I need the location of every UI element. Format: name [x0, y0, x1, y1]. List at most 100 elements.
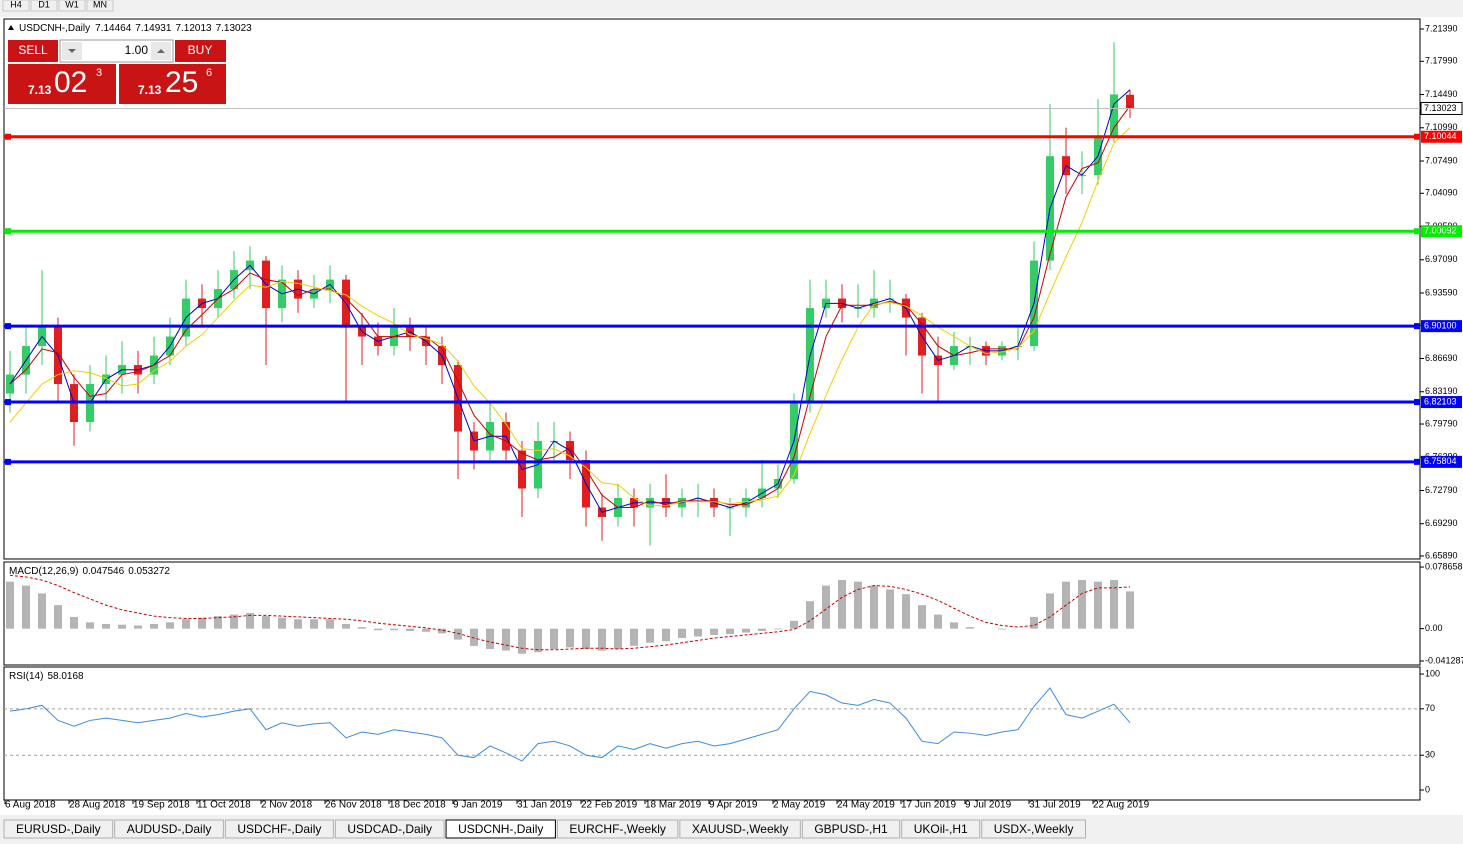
symbol-tab[interactable]	[901, 819, 981, 839]
level-label: 6.82103	[1424, 396, 1457, 406]
collapse-icon[interactable]	[8, 25, 14, 30]
tab-label: AUDUSD-,Daily	[127, 822, 212, 836]
macd-bar	[710, 628, 718, 635]
x-tick-label: 18 Mar 2019	[645, 800, 702, 811]
macd-bar	[806, 601, 814, 629]
macd-bar	[406, 628, 414, 631]
symbol-tab[interactable]	[556, 819, 679, 839]
tab-label: UKOil-,H1	[914, 822, 968, 836]
rsi-header: RSI(14) 58.0168	[9, 671, 84, 682]
macd-panel-frame	[3, 561, 1421, 666]
macd-bar	[438, 628, 446, 634]
macd-bar	[918, 605, 926, 629]
macd-bar	[1030, 616, 1038, 629]
y-tick-label: 0.078658	[1425, 561, 1463, 571]
sell-price-box[interactable]	[8, 64, 116, 104]
sell-price-pips: 02	[54, 66, 87, 99]
timeframe-button[interactable]	[58, 0, 86, 12]
timeframe-button[interactable]	[30, 0, 58, 12]
tab-label: USDCNH-,Daily	[458, 822, 543, 836]
symbol-tab[interactable]	[224, 819, 334, 839]
macd-bar	[230, 614, 238, 629]
lot-field[interactable]	[59, 39, 174, 63]
level-handle[interactable]	[5, 458, 11, 465]
level-handle[interactable]	[1414, 399, 1420, 406]
macd-bar	[550, 628, 558, 650]
symbol-tab[interactable]	[334, 819, 445, 839]
y-tick-label: 100	[1425, 668, 1440, 678]
rsi-panel-frame	[3, 666, 1421, 801]
symbol-tab[interactable]	[114, 819, 224, 839]
symbol-tab[interactable]	[3, 819, 114, 839]
last-high: 7.14931	[135, 23, 172, 34]
y-tick-label: 30	[1425, 750, 1435, 760]
last-low: 7.12013	[175, 23, 212, 34]
macd-bar	[22, 585, 30, 629]
level-handle[interactable]	[1414, 458, 1420, 465]
timeframe-label: MN	[93, 0, 107, 9]
timeframe-button[interactable]	[86, 0, 114, 12]
macd-bar	[38, 593, 46, 629]
level-handle[interactable]	[5, 323, 11, 330]
x-tick-label: 24 May 2019	[837, 800, 895, 811]
macd-bar	[390, 628, 398, 631]
macd-bar	[774, 628, 782, 630]
macd-bar	[950, 622, 958, 629]
tab-label: EURCHF-,Weekly	[569, 822, 665, 836]
tab-label: USDCAD-,Daily	[347, 822, 432, 836]
level-handle[interactable]	[5, 133, 11, 140]
y-tick-label: 7.17990	[1425, 56, 1458, 66]
buy-button[interactable]	[175, 40, 226, 62]
macd-bar	[150, 623, 158, 629]
macd-bar	[374, 628, 382, 631]
timeframe-label: W1	[65, 0, 79, 9]
y-tick-label: 0	[1425, 784, 1430, 794]
symbol-tab[interactable]	[679, 819, 801, 839]
macd-bar	[662, 628, 670, 642]
timeframe-toolbar	[0, 0, 1463, 17]
level-handle[interactable]	[1414, 323, 1420, 330]
level-handle[interactable]	[5, 399, 11, 406]
level-label: 6.90100	[1424, 321, 1457, 331]
macd-bar	[1078, 580, 1086, 629]
x-tick-label: 31 Jul 2019	[1029, 800, 1081, 811]
level-handle[interactable]	[5, 228, 11, 235]
symbol-tab[interactable]	[801, 819, 901, 839]
macd-bar	[326, 619, 334, 629]
y-tick-label: 7.07490	[1425, 155, 1458, 165]
macd-bar	[166, 622, 174, 629]
x-tick-label: 22 Feb 2019	[581, 800, 638, 811]
lot-value[interactable]: 1.00	[125, 43, 149, 57]
macd-bar	[502, 628, 510, 651]
x-tick-label: 17 Jun 2019	[901, 800, 956, 811]
macd-bar	[182, 619, 190, 629]
sell-price-fraction: 3	[96, 67, 102, 79]
macd-title: MACD(12,26,9)	[9, 566, 78, 577]
x-tick-label: 9 Jul 2019	[965, 800, 1012, 811]
y-tick-label: 0.00	[1425, 623, 1443, 633]
price-panel-frame	[3, 18, 1421, 560]
macd-bar	[422, 628, 430, 632]
macd-bar	[134, 625, 142, 629]
macd-bar	[102, 623, 110, 629]
last-open: 7.14464	[95, 23, 132, 34]
buy-price-box[interactable]	[119, 64, 226, 104]
symbol-tab[interactable]	[445, 819, 556, 839]
level-handle[interactable]	[1414, 228, 1420, 235]
symbol-tab[interactable]	[981, 819, 1086, 839]
macd-bar	[966, 627, 974, 629]
bid-label-box	[1420, 101, 1463, 115]
level-handle[interactable]	[1414, 133, 1420, 140]
sell-price-big: 7.13	[28, 83, 52, 97]
sell-button[interactable]	[8, 40, 58, 62]
level-label: 7.10044	[1424, 131, 1457, 141]
signal-value: 0.053272	[128, 566, 170, 577]
candle-body	[1110, 94, 1118, 138]
y-tick-label: 7.04090	[1425, 188, 1458, 198]
macd-bar	[998, 628, 1006, 630]
timeframe-button[interactable]	[2, 0, 30, 12]
tab-label: XAUUSD-,Weekly	[692, 822, 788, 836]
x-tick-label: 22 Aug 2019	[1093, 800, 1150, 811]
